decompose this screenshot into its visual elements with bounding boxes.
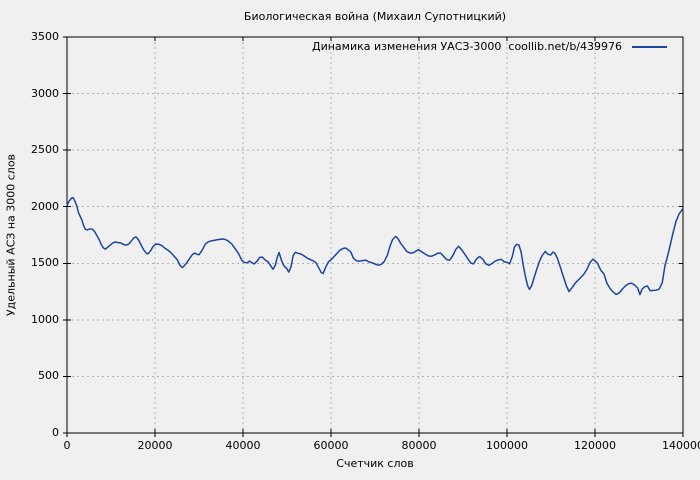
- data-series-line: [66, 196, 684, 296]
- x-tick-label: 100000: [486, 439, 528, 452]
- y-tick-label: 500: [38, 369, 59, 383]
- x-tick-label: 20000: [137, 439, 173, 452]
- legend-line-sample: [632, 45, 667, 48]
- x-tick-label: 60000: [313, 439, 349, 452]
- x-tick-label: 0: [63, 439, 71, 452]
- y-tick-label: 1500: [31, 256, 59, 270]
- plot-border: [66, 36, 684, 434]
- y-tick-label: 0: [52, 426, 59, 439]
- y-tick-label: 2000: [31, 199, 59, 213]
- x-tick-label: 40000: [225, 439, 261, 452]
- y-tick-label: 1000: [31, 312, 59, 326]
- legend: Динамика изменения УАСЗ-3000 coollib.net…: [312, 40, 667, 53]
- x-tick-label: 120000: [574, 439, 616, 452]
- x-tick-label: 140000: [662, 439, 700, 452]
- y-tick-label: 2500: [31, 143, 59, 157]
- y-tick-label: 3000: [31, 86, 59, 100]
- y-axis-label: Удельный АСЗ на 3000 слов: [4, 153, 18, 317]
- y-tick-label: 3500: [31, 30, 59, 43]
- x-axis-label: Счетчик слов: [336, 457, 414, 470]
- x-tick-label: 80000: [401, 439, 437, 452]
- legend-label: Динамика изменения УАСЗ-3000 coollib.net…: [312, 40, 622, 53]
- chart-title: Биологическая война (Михаил Супотницкий): [243, 10, 507, 23]
